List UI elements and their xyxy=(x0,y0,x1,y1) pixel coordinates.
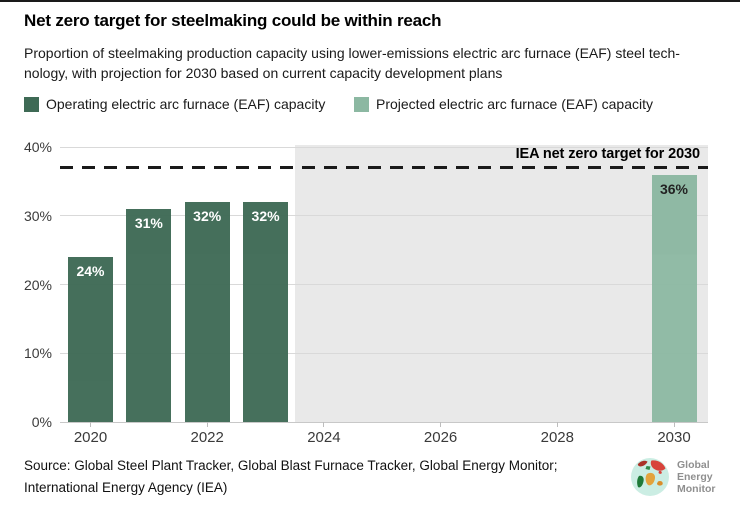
projection-region xyxy=(294,145,708,422)
x-axis-label: 2020 xyxy=(73,429,108,446)
gem-logo-wordmark: Global Energy Monitor xyxy=(677,459,716,495)
bar-value-label: 32% xyxy=(193,208,222,224)
gem-logo-globe-icon xyxy=(631,458,669,496)
x-axis-label: 2030 xyxy=(657,429,691,446)
gridline xyxy=(60,352,708,354)
x-axis-tick xyxy=(323,422,325,427)
bar: 32% xyxy=(184,202,230,422)
bar-value-label: 24% xyxy=(76,263,105,279)
bar: 32% xyxy=(243,202,289,422)
legend-label-projected: Projected electric arc furnace (EAF) cap… xyxy=(376,96,653,112)
bar-value-label: 31% xyxy=(134,214,163,231)
page-title: Net zero target for steelmaking could be… xyxy=(24,11,442,30)
y-axis-label: 20% xyxy=(23,276,52,293)
gridline xyxy=(60,284,708,285)
bar: 31% xyxy=(126,208,172,422)
source-line-1: Source: Global Steel Plant Tracker, Glob… xyxy=(24,458,558,473)
source-note: Source: Global Steel Plant Tracker, Glob… xyxy=(24,455,558,499)
subtitle-line-1: Proportion of steelmaking production cap… xyxy=(24,45,680,61)
bar: 36% xyxy=(651,174,697,422)
legend-label-operating: Operating electric arc furnace (EAF) cap… xyxy=(46,96,326,112)
x-axis-label: 2022 xyxy=(190,429,224,446)
x-axis-tick xyxy=(556,422,558,427)
gem-logo: Global Energy Monitor xyxy=(630,457,716,497)
x-axis-label: 2024 xyxy=(307,429,341,446)
source-line-2: International Energy Agency (IEA) xyxy=(24,480,228,495)
chart-subtitle: Proportion of steelmaking production cap… xyxy=(24,43,680,83)
bar-value-label: 36% xyxy=(659,180,689,197)
target-line-label: IEA net zero target for 2030 xyxy=(515,146,701,163)
y-axis-label: 40% xyxy=(23,139,52,155)
gridline xyxy=(60,421,708,423)
y-axis-label: 30% xyxy=(23,207,52,224)
x-axis-tick xyxy=(90,422,91,427)
subtitle-line-2: nology, with projection for 2030 based o… xyxy=(24,65,503,81)
x-axis-label: 2026 xyxy=(423,429,458,446)
legend-item-operating: Operating electric arc furnace (EAF) cap… xyxy=(24,96,325,112)
x-axis-tick xyxy=(440,422,442,427)
bar: 24% xyxy=(68,257,113,422)
y-axis-label: 0% xyxy=(31,414,52,430)
x-axis-label: 2028 xyxy=(540,429,574,446)
x-axis-tick xyxy=(673,422,675,427)
legend-item-projected: Projected electric arc furnace (EAF) cap… xyxy=(354,96,653,112)
gridline xyxy=(60,215,708,217)
y-axis-label: 10% xyxy=(23,345,52,362)
bar-value-label: 32% xyxy=(251,208,280,224)
legend-swatch-operating xyxy=(24,96,39,112)
gridline xyxy=(60,146,708,148)
legend-swatch-projected xyxy=(354,96,369,112)
x-axis-tick xyxy=(206,422,208,427)
target-line xyxy=(60,166,708,170)
